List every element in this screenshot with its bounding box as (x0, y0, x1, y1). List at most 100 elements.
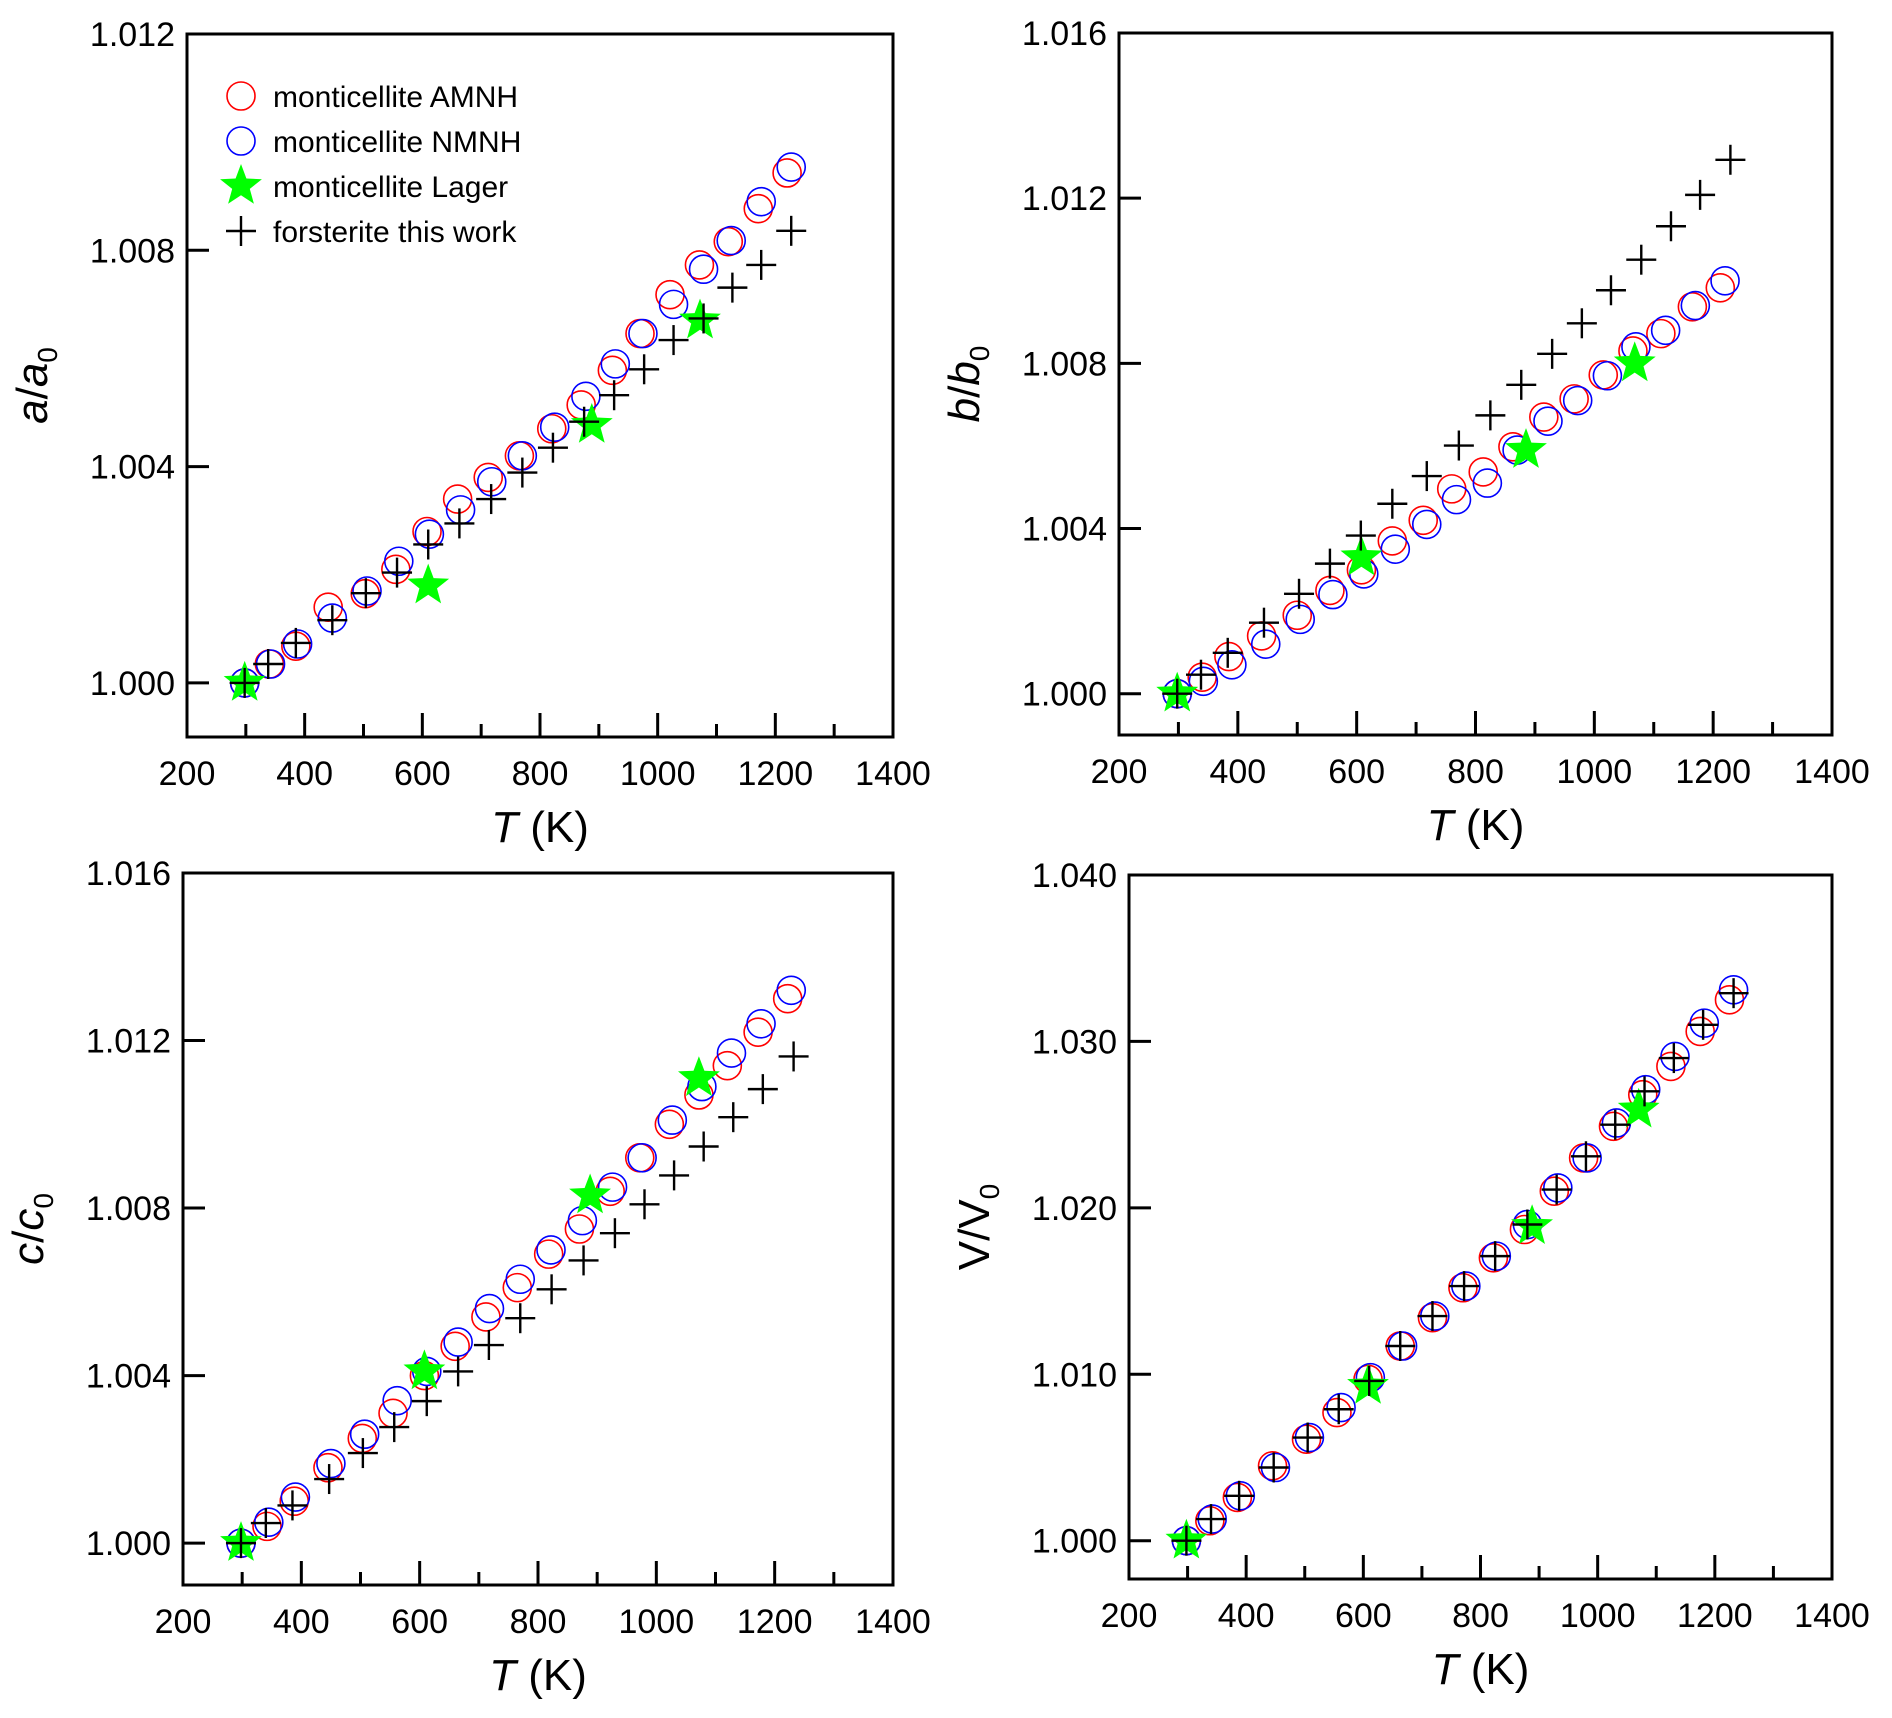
data-point-nmnh (597, 1172, 628, 1202)
data-point-forsterite (718, 1102, 749, 1133)
y-tick-label: 1.012 (1022, 180, 1107, 218)
data-point-lager (1617, 1087, 1660, 1128)
data-point-forsterite (1718, 978, 1749, 1009)
data-point-nmnh (746, 186, 777, 217)
legend-label: monticellite AMNH (273, 81, 518, 114)
data-point-forsterite (225, 1528, 256, 1559)
data-point-lager (1505, 428, 1547, 468)
y-tick-label: 1.000 (1032, 1523, 1117, 1561)
data-point-nmnh (1188, 666, 1219, 697)
y-tick-label: 1.008 (86, 1190, 171, 1228)
data-point-forsterite (658, 325, 689, 356)
data-point-forsterite (1658, 1043, 1689, 1074)
data-point-forsterite (507, 457, 538, 488)
data-point-forsterite (226, 216, 256, 246)
x-tick-label: 200 (1091, 753, 1148, 791)
data-point-amnh (1646, 318, 1676, 349)
data-point-amnh (1705, 272, 1736, 303)
data-point-nmnh (776, 152, 807, 182)
plot-frame (1127, 873, 1834, 1581)
data-point-lager (678, 1056, 720, 1096)
data-point-nmnh (505, 1264, 536, 1295)
y-tick-label: 1.008 (1022, 345, 1107, 383)
data-point-forsterite (1185, 659, 1216, 690)
data-point-forsterite (747, 1074, 778, 1105)
series-lager (220, 1056, 720, 1561)
data-point-amnh (713, 226, 744, 257)
x-tick-label: 800 (1452, 1597, 1509, 1635)
data-point-amnh (1559, 384, 1589, 414)
data-point-amnh (772, 158, 802, 188)
y-tick-label: 1.010 (1032, 1356, 1117, 1394)
data-point-amnh (712, 1050, 743, 1081)
y-tick-label: 1.040 (1032, 857, 1117, 895)
data-point-forsterite (347, 1438, 378, 1469)
data-point-amnh (1408, 505, 1439, 536)
x-tick-label: 1400 (855, 1603, 931, 1641)
data-point-nmnh (627, 1143, 657, 1173)
data-point-nmnh (1411, 509, 1442, 540)
data-point-amnh (624, 1143, 655, 1173)
legend-item-forsterite: forsterite this work (226, 216, 517, 249)
x-tick-label: 1000 (619, 1603, 695, 1641)
data-point-amnh (1322, 1397, 1352, 1428)
legend-item-nmnh: monticellite NMNH (226, 126, 521, 159)
data-point-amnh (625, 318, 655, 349)
x-tick-label: 400 (1209, 753, 1266, 791)
y-axis-title: V/V0 (950, 1184, 1005, 1271)
data-point-amnh (502, 1272, 533, 1303)
data-point-nmnh (1318, 579, 1348, 610)
y-tick-label: 1.016 (1022, 15, 1107, 53)
x-tick-label: 400 (1218, 1597, 1275, 1635)
panel-a: 200 400 600 800 1000 1200 1400 1.000 1.004 1.008 1… (8, 16, 931, 852)
data-point-nmnh (571, 381, 601, 412)
data-point-nmnh (349, 1419, 380, 1450)
data-point-forsterite (250, 1508, 281, 1539)
y-tick-label: 1.000 (90, 665, 175, 703)
legend-label: monticellite Lager (273, 171, 508, 204)
x-tick-label: 1200 (1677, 1597, 1753, 1635)
data-point-nmnh (474, 1293, 505, 1324)
data-point-amnh (1539, 1176, 1570, 1207)
x-tick-label: 1000 (1557, 753, 1633, 791)
data-point-forsterite (1162, 678, 1193, 709)
data-point-forsterite (1506, 369, 1537, 400)
data-point-forsterite (1212, 637, 1243, 668)
data-point-nmnh (628, 318, 658, 349)
y-tick-label: 1.012 (90, 16, 175, 54)
panel-b: 200 400 600 800 1000 1200 1400 1.000 1.004 1.008 1… (940, 15, 1870, 850)
x-tick-label: 1400 (855, 755, 931, 793)
data-point-forsterite (253, 648, 284, 679)
series-forsterite (1171, 978, 1749, 1556)
data-point-amnh (1478, 1242, 1509, 1273)
data-point-forsterite (1570, 1141, 1601, 1172)
data-point-nmnh (316, 1448, 346, 1479)
x-axis-title: T (K) (489, 1651, 587, 1700)
y-axis-title: a/a0 (8, 347, 63, 424)
data-point-forsterite (1537, 338, 1568, 369)
data-point-forsterite (413, 529, 444, 560)
x-tick-label: 400 (273, 1603, 330, 1641)
data-point-amnh (1685, 1016, 1715, 1047)
data-point-amnh (504, 440, 535, 471)
data-point-forsterite (317, 605, 348, 636)
data-point-nmnh (1650, 315, 1681, 346)
data-point-forsterite (473, 1330, 504, 1361)
x-tick-label: 200 (155, 1603, 212, 1641)
data-point-forsterite (1475, 400, 1506, 431)
data-point-amnh (1468, 457, 1499, 487)
data-point-nmnh (382, 1385, 412, 1416)
data-point-nmnh (443, 1327, 473, 1357)
data-point-nmnh (1533, 406, 1563, 436)
data-point-nmnh (776, 975, 807, 1006)
data-point-lager (403, 1349, 446, 1390)
data-point-forsterite (599, 380, 630, 411)
x-tick-label: 1400 (1794, 753, 1870, 791)
data-point-forsterite (537, 432, 568, 463)
series-amnh (1171, 985, 1745, 1556)
x-tick-label: 800 (1447, 753, 1504, 791)
data-point-amnh (1677, 291, 1708, 322)
data-point-forsterite (1629, 1076, 1660, 1107)
y-tick-label: 1.000 (1022, 676, 1107, 714)
series-forsterite (225, 1041, 809, 1559)
